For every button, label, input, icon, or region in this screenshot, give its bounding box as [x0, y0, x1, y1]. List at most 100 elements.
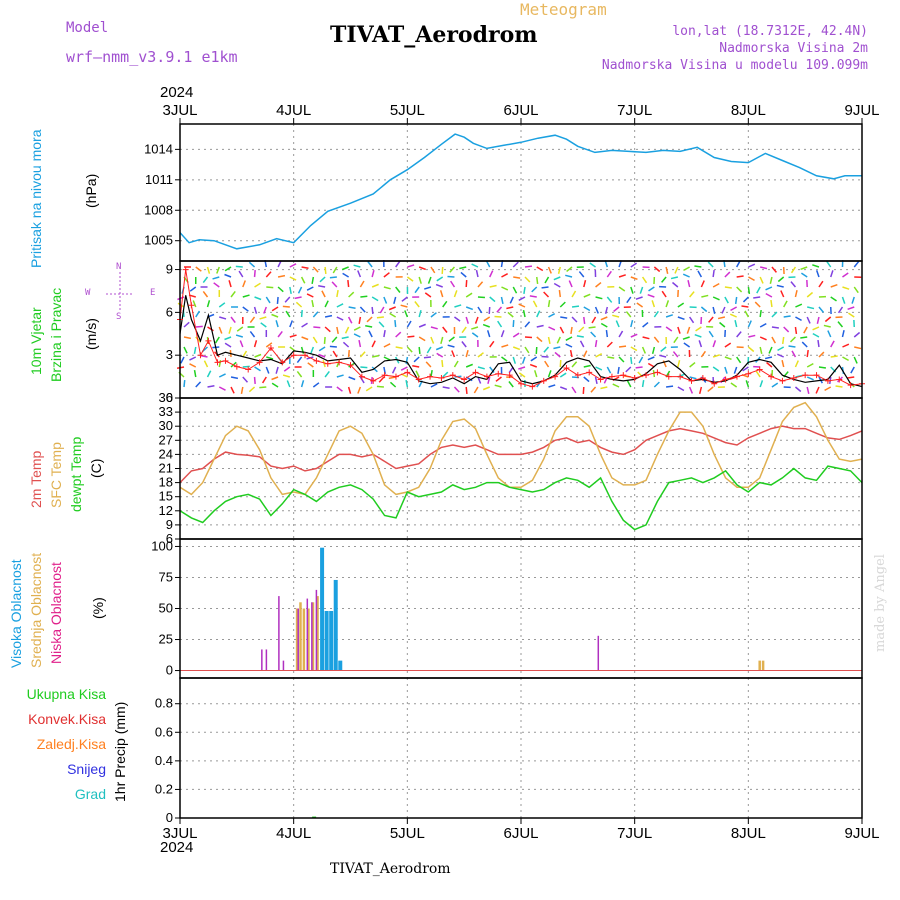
- wind-barb: [830, 296, 837, 302]
- wind-barb: [348, 306, 356, 309]
- wind-barb: [721, 306, 726, 314]
- wind-barb: [471, 332, 479, 338]
- wind-barb: [383, 329, 386, 338]
- wind-barb: [635, 296, 643, 300]
- wind-barb: [271, 313, 279, 318]
- wind-barb: [682, 336, 690, 340]
- wind-barb: [771, 336, 776, 344]
- wind-barb: [698, 386, 703, 394]
- wind-barb: [556, 336, 561, 344]
- wind-barb: [465, 292, 473, 298]
- wind-barb: [521, 356, 526, 364]
- wind-barb: [854, 346, 862, 350]
- wind-barb: [683, 342, 691, 348]
- wind-barb: [626, 380, 632, 388]
- wind-barb: [512, 346, 521, 351]
- wind-barb: [730, 306, 738, 312]
- year-top: 2024: [160, 84, 194, 101]
- wind-barb: [841, 296, 846, 304]
- wind-barb: [659, 354, 667, 358]
- y-tick-label: 0.6: [155, 724, 173, 739]
- wind-barb: [717, 316, 726, 320]
- wind-barb: [313, 326, 321, 329]
- wind-barb: [769, 276, 773, 284]
- wind-barb: [559, 301, 566, 308]
- wind-barb: [224, 342, 232, 348]
- y-tick-label: 0.8: [155, 696, 173, 711]
- wind-barb: [733, 366, 738, 374]
- wind-barb: [360, 366, 368, 369]
- wind-barb: [253, 376, 256, 385]
- wind-barb: [285, 310, 291, 318]
- wind-barb: [228, 326, 232, 334]
- wind-barb: [489, 340, 495, 348]
- model-elevation: Nadmorska Visina u modelu 109.099m: [601, 58, 868, 73]
- wind-barb: [406, 346, 413, 353]
- wind-barb: [618, 286, 626, 292]
- wind-barb: [206, 266, 211, 274]
- wind-barb: [558, 289, 562, 298]
- wind-barb: [600, 316, 608, 321]
- compass-south-label: S: [116, 312, 122, 322]
- wind-barb: [430, 383, 438, 388]
- wind-barb: [512, 356, 517, 364]
- pressure-line: [179, 133, 862, 250]
- wind-barb: [795, 316, 802, 322]
- wind-barb: [471, 263, 479, 268]
- wind-barb: [450, 280, 456, 288]
- wind-barb: [736, 331, 742, 338]
- wind-barb: [642, 336, 650, 340]
- wind-barb: [771, 266, 778, 273]
- wind-barb: [253, 306, 258, 314]
- wind-barb: [230, 316, 236, 324]
- wind-barb: [242, 294, 250, 298]
- footer-station: TIVAT_Aerodrom: [330, 861, 451, 877]
- wind-barb: [630, 320, 634, 328]
- wind-barb: [365, 386, 373, 392]
- wind-barb: [647, 294, 655, 298]
- wind-barb: [553, 282, 561, 288]
- wind-barb: [665, 266, 669, 274]
- wind-barb: [777, 346, 785, 352]
- wind-barb: [436, 352, 444, 358]
- precip-label-frz: Zaledj.Kisa: [36, 736, 106, 752]
- wind-barb: [853, 356, 858, 364]
- cloud-bar: [758, 660, 761, 671]
- wind-barb: [388, 376, 396, 380]
- gust-marker: [461, 376, 468, 383]
- wind-barb: [318, 346, 326, 352]
- wind-barb: [347, 349, 350, 358]
- wind-barb: [543, 346, 550, 353]
- wind-barb: [712, 306, 716, 314]
- wind-barb: [571, 361, 578, 368]
- wind-barb: [289, 263, 297, 268]
- wind-barb: [835, 385, 843, 388]
- wind-barb: [759, 346, 763, 354]
- wind-barb: [494, 384, 502, 388]
- x-tick-label-bottom: 9JUL: [844, 825, 879, 842]
- wind-barb: [435, 346, 443, 351]
- wind-barb: [694, 265, 702, 268]
- gust-marker: [233, 363, 240, 370]
- wind-barb: [242, 280, 247, 288]
- x-tick-label-bottom: 3JUL: [162, 825, 197, 842]
- wind-barb: [548, 384, 556, 388]
- gust-marker: [574, 372, 581, 379]
- cloud-bar: [302, 608, 306, 671]
- wind-barb: [312, 266, 319, 273]
- gust-marker: [824, 377, 831, 384]
- wind-barb: [612, 383, 620, 388]
- wind-barb: [724, 286, 732, 289]
- wind-barb: [776, 353, 784, 358]
- wind-barb: [360, 295, 368, 298]
- wind-barb: [506, 306, 514, 310]
- wind-barb: [660, 346, 667, 352]
- wind-barb: [195, 325, 203, 328]
- wind-barb: [800, 336, 808, 339]
- wind-barb: [512, 332, 520, 338]
- gust-marker: [370, 377, 377, 384]
- wind-barb: [794, 360, 799, 368]
- wind-barb: [591, 316, 597, 324]
- wind-barb: [465, 306, 474, 311]
- wind-barb: [560, 316, 568, 319]
